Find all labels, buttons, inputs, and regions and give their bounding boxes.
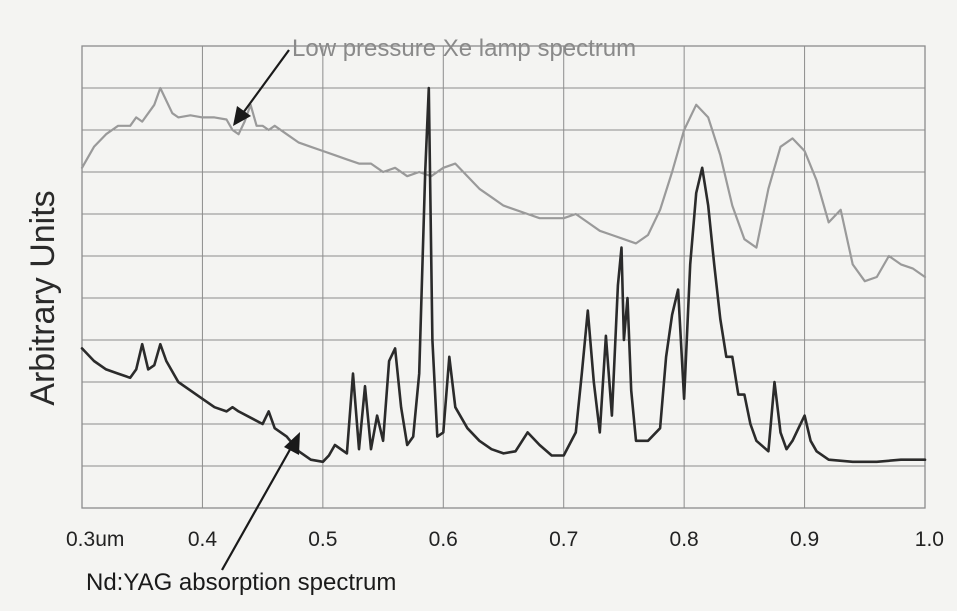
x-tick-label: 0.9: [790, 528, 819, 551]
annotation-xe-arrow-shaft: [242, 49, 290, 114]
y-axis-label: Arbitrary Units: [24, 190, 62, 405]
annotation-nd-arrow-shaft: [221, 445, 293, 571]
x-tick-label: 0.4: [188, 528, 218, 551]
x-tick-label: 1.0: [915, 528, 944, 551]
series-line-nd: [80, 86, 927, 464]
grid: [81, 45, 926, 509]
annotation-nd-label: Nd:YAG absorption spectrum: [86, 569, 396, 596]
x-tick-label: 0.8: [670, 528, 699, 551]
annotations: Low pressure Xe lamp spectrum Nd:YAG abso…: [86, 35, 636, 596]
x-tick-label: 0.3um: [66, 528, 124, 551]
annotation-xe-label: Low pressure Xe lamp spectrum: [292, 35, 636, 62]
x-tick-label: 0.5: [308, 528, 337, 551]
annotation-xe-arrowhead: [233, 106, 251, 126]
series-line-xe: [80, 86, 927, 283]
plot-frame: [81, 45, 926, 509]
x-tick-labels: 0.3um 0.4 0.5 0.6 0.7 0.8 0.9 1.0: [66, 528, 944, 551]
annotation-nd-arrowhead: [284, 432, 300, 455]
series-group: [80, 86, 927, 464]
x-tick-label: 0.7: [549, 528, 578, 551]
x-tick-label: 0.6: [429, 528, 458, 551]
